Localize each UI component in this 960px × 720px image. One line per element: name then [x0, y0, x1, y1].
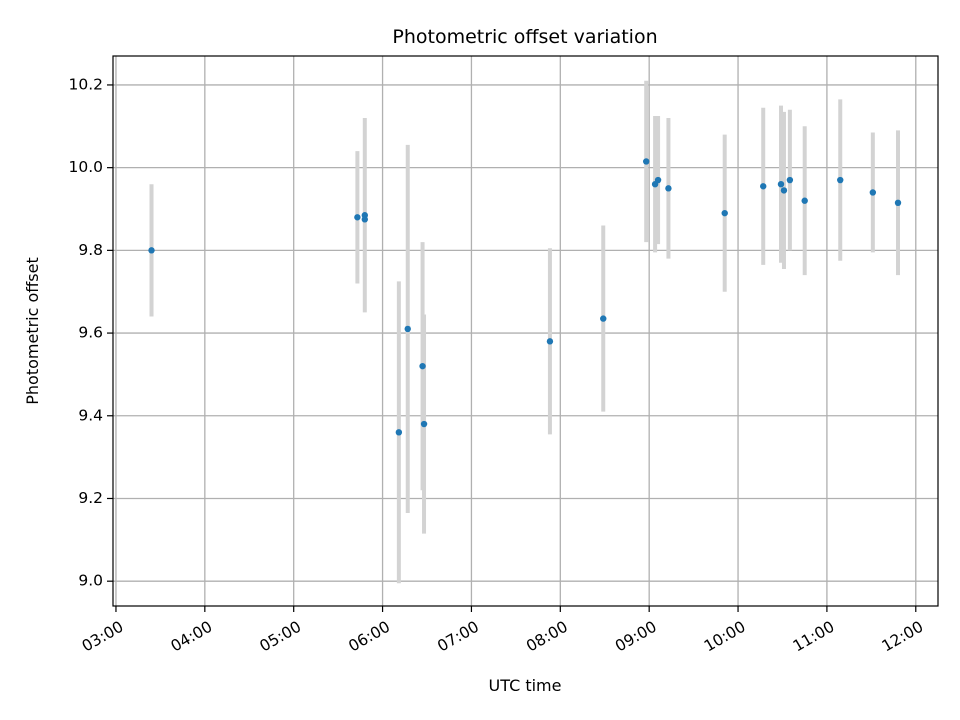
data-point	[361, 216, 368, 223]
data-point	[786, 176, 794, 184]
data-point	[654, 176, 662, 184]
data-point	[404, 325, 411, 333]
data-point	[837, 176, 844, 184]
data-point	[600, 315, 607, 322]
data-point	[780, 187, 788, 194]
data-point	[721, 209, 728, 217]
data-point	[546, 338, 554, 345]
y-tick-label: 9.4	[78, 406, 103, 424]
data-points	[148, 158, 902, 436]
y-axis: 9.0 9.2 9.4 9.6 9.8 10.0 10.2	[68, 75, 113, 590]
data-point	[801, 197, 808, 204]
data-point	[777, 180, 785, 188]
data-point	[354, 214, 361, 221]
data-point	[148, 247, 155, 254]
plot-frame	[112, 55, 939, 607]
y-axis-title: Photometric offset	[23, 257, 42, 405]
data-point	[395, 429, 403, 436]
chart-title: Photometric offset variation	[392, 26, 657, 48]
data-point	[665, 185, 672, 192]
y-tick-label: 10.2	[68, 75, 103, 93]
y-tick-label: 9.2	[78, 489, 103, 507]
data-point	[419, 362, 426, 370]
y-tick-label: 9.8	[78, 241, 103, 259]
data-point	[894, 199, 902, 207]
x-axis-title: UTC time	[489, 676, 562, 695]
data-point	[643, 158, 650, 165]
grid	[113, 56, 938, 606]
data-point	[760, 183, 767, 190]
y-tick-label: 9.6	[78, 324, 103, 342]
data-point	[420, 420, 428, 428]
y-tick-label: 10.0	[68, 158, 103, 176]
data-point	[869, 189, 877, 196]
y-tick-label: 9.0	[78, 572, 103, 590]
